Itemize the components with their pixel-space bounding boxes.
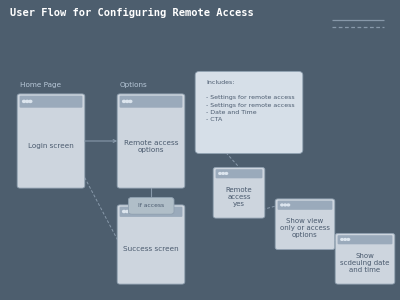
Circle shape (126, 211, 129, 212)
Circle shape (347, 238, 350, 240)
FancyBboxPatch shape (278, 201, 332, 210)
Text: User Flow for Configuring Remote Access: User Flow for Configuring Remote Access (10, 8, 254, 17)
Circle shape (344, 238, 346, 240)
Circle shape (287, 204, 290, 206)
Circle shape (126, 100, 129, 103)
Circle shape (225, 172, 228, 174)
Circle shape (29, 100, 32, 103)
Text: Options: Options (120, 82, 148, 88)
Text: Remote
access
yes: Remote access yes (226, 187, 252, 207)
FancyBboxPatch shape (275, 199, 335, 250)
Circle shape (129, 100, 132, 103)
FancyBboxPatch shape (195, 71, 303, 154)
FancyBboxPatch shape (20, 96, 82, 108)
FancyBboxPatch shape (120, 207, 182, 217)
FancyBboxPatch shape (216, 169, 262, 178)
Circle shape (219, 172, 221, 174)
FancyBboxPatch shape (338, 235, 392, 244)
Circle shape (281, 204, 283, 206)
Circle shape (129, 211, 132, 212)
FancyBboxPatch shape (128, 197, 174, 214)
Circle shape (122, 211, 126, 212)
FancyBboxPatch shape (117, 94, 185, 188)
Circle shape (341, 238, 343, 240)
FancyBboxPatch shape (213, 167, 265, 218)
Circle shape (26, 100, 29, 103)
Text: Remote access
options: Remote access options (124, 140, 178, 153)
Circle shape (23, 100, 26, 103)
Circle shape (122, 100, 126, 103)
Circle shape (222, 172, 224, 174)
Text: Home Page: Home Page (20, 82, 61, 88)
Text: Includes:

- Settings for remote access
- Settings for remote access
- Date and : Includes: - Settings for remote access -… (206, 80, 295, 122)
FancyBboxPatch shape (117, 205, 185, 284)
FancyBboxPatch shape (17, 94, 85, 188)
Circle shape (284, 204, 286, 206)
Text: If access: If access (138, 203, 164, 208)
FancyBboxPatch shape (335, 233, 395, 284)
Text: Success screen: Success screen (123, 246, 179, 252)
FancyBboxPatch shape (120, 96, 182, 108)
Text: Login screen: Login screen (28, 143, 74, 149)
Text: Show view
only or access
options: Show view only or access options (280, 218, 330, 238)
Text: Show
scdeulng date
and time: Show scdeulng date and time (340, 253, 390, 273)
